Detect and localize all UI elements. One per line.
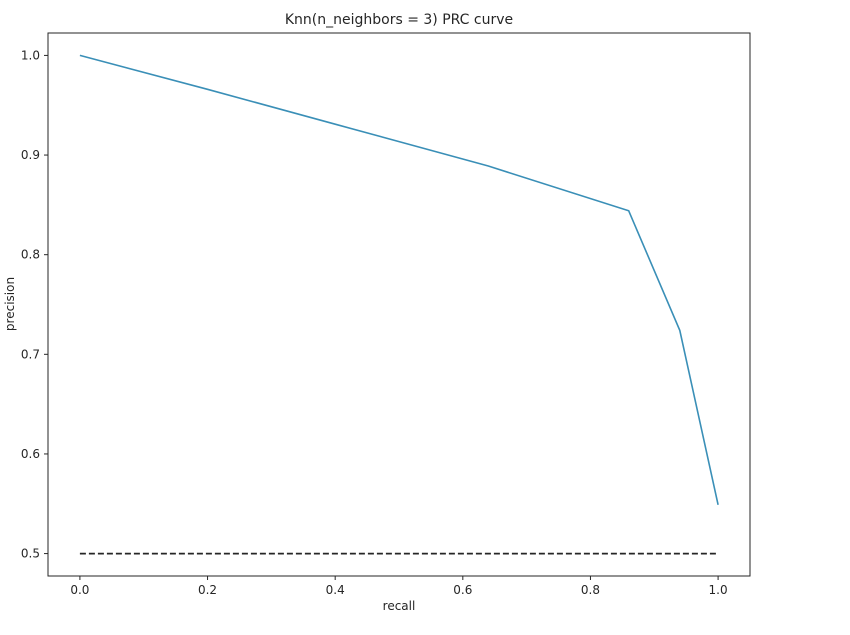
plot-frame — [47, 32, 751, 577]
series-layer — [79, 54, 719, 555]
x-tick-label: 0.0 — [70, 583, 89, 597]
prc-curve-line — [79, 54, 719, 505]
x-tick-label: 0.6 — [453, 583, 472, 597]
x-axis-label: recall — [383, 599, 416, 613]
x-tick-label: 0.4 — [326, 583, 345, 597]
x-tick-label: 0.8 — [581, 583, 600, 597]
x-axis: 0.0 0.2 0.4 0.6 0.8 1.0 — [70, 576, 728, 597]
y-tick-label: 0.8 — [21, 248, 40, 262]
y-tick-label: 0.7 — [21, 347, 40, 361]
x-tick-label: 1.0 — [709, 583, 728, 597]
y-tick-label: 1.0 — [21, 48, 40, 62]
chart-title: Knn(n_neighbors = 3) PRC curve — [285, 12, 513, 28]
y-axis: 0.5 0.6 0.7 0.8 0.9 1.0 — [21, 48, 48, 561]
y-tick-label: 0.9 — [21, 148, 40, 162]
x-tick-label: 0.2 — [198, 583, 217, 597]
y-tick-label: 0.6 — [21, 447, 40, 461]
y-tick-label: 0.5 — [21, 547, 40, 561]
y-axis-label: precision — [3, 277, 17, 331]
